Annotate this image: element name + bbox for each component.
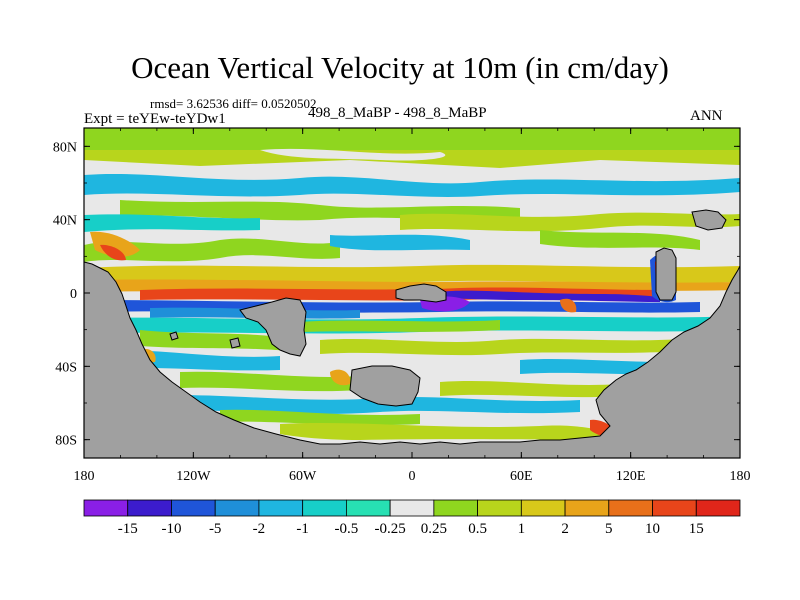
land-indonesia [655,247,677,301]
x-tick-label: 120W [176,469,211,484]
colorbar-swatch [345,499,391,517]
field-band-tropic-north [84,264,740,284]
field-patch-npac-2 [100,244,126,261]
colorbar-label: -10 [161,521,181,537]
field-band-north-5 [540,230,700,250]
x-tick-label: 180 [730,469,751,484]
colorbar-swatch [652,499,697,517]
y-tick-label: 40S [55,360,77,375]
land-north-island [691,209,727,231]
stats-text: rmsd= 3.62536 diff= 0.0520502 [150,96,317,111]
colorbar-label: -0.5 [335,521,359,537]
colorbar-label: 2 [561,521,569,537]
land-islet-2 [169,331,179,341]
colorbar-swatch [83,499,129,517]
y-tick-label: 80S [55,434,77,449]
y-tick-label: 0 [70,287,77,302]
colorbar-label: 1 [518,521,526,537]
colorbar-swatch [302,499,347,517]
x-tick-label: 120E [616,469,646,484]
colorbar-swatch [608,499,653,517]
colorbar-label: -5 [209,521,222,537]
map-frame: 180 120W 60W 0 60E 120E 180 80N 40N 0 40S 80S [53,127,751,484]
field-band-south-6 [440,381,620,398]
land-islet-1 [229,337,241,349]
field-band-north-4 [400,212,740,232]
field-band-north-1 [84,173,740,197]
plot-title: Ocean Vertical Velocity at 10m (in cm/da… [131,50,669,85]
land-masses [84,209,740,458]
field-band-equator-2 [440,290,660,302]
experiment-label: Expt = teYEw-teYDw1 [84,111,226,127]
colorbar-label: -1 [296,521,309,537]
field-band-south-8 [220,409,420,426]
y-tick-label: 40N [53,214,77,229]
field-patch-orange-2 [330,369,351,386]
colorbar-swatch [520,499,566,517]
field-band-south-9 [280,423,600,440]
colorbar-swatch [389,499,435,517]
land-antarctic-frame [84,261,740,458]
x-tick-label: 60E [510,469,533,484]
land-africa-south [349,365,421,407]
colorbar-label: 0.5 [468,521,487,537]
case-label: 498_8_MaBP - 498_8_MaBP [308,105,487,121]
colorbar: -15 -10 -5 -2 -1 -0.5 -0.25 0.25 0.5 1 2 5 10 15 [83,499,741,537]
field-band-south-tropic-2 [300,320,500,332]
colorbar-label: -2 [253,521,266,537]
field-patch-arctic [260,148,446,161]
field-patch-npac-1 [90,231,140,257]
season-label: ANN [690,108,723,124]
colorbar-label: 10 [645,521,660,537]
field-band-south-1 [140,330,300,352]
field-band-north-7 [330,234,470,251]
colorbar-swatch [214,499,260,517]
x-tick-label: 60W [289,469,317,484]
map-plot-area [84,128,740,458]
colorbar-swatch [258,499,304,517]
colorbar-label: 5 [605,521,613,537]
colorbar-swatch [433,499,479,517]
y-tick-label: 80N [53,140,77,155]
field-band-arctic [84,128,740,150]
colorbar-swatch [695,499,741,517]
field-band-north-6 [84,238,340,262]
colorbar-swatch [171,499,216,517]
field-band-south-7 [150,395,580,414]
field-patch-orange-3 [560,298,577,313]
field-band-north-3 [84,214,260,232]
land-south-america [239,297,307,357]
colorbar-swatch [564,499,610,517]
colorbar-label: -15 [118,521,138,537]
field-band-south-2 [320,338,700,356]
colorbar-swatch [477,499,522,517]
colorbar-label: -0.25 [375,521,406,537]
x-tick-label: 180 [74,469,95,484]
x-tick-label: 0 [409,469,416,484]
colorbar-label: 15 [689,521,704,537]
colorbar-swatch [127,499,172,517]
field-band-south-5 [180,371,360,392]
land-africa-equator [395,283,447,303]
colorbar-label: 0.25 [421,521,447,537]
